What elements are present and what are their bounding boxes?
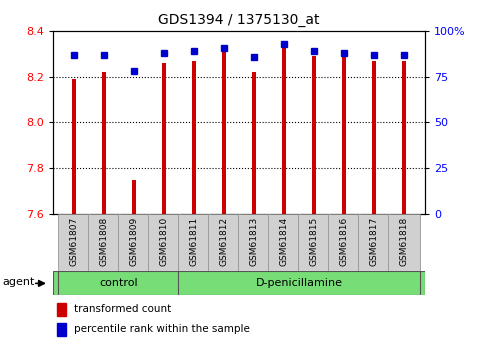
Text: GSM61808: GSM61808 bbox=[99, 217, 109, 266]
Bar bbox=[312, 56, 316, 214]
Title: GDS1394 / 1375130_at: GDS1394 / 1375130_at bbox=[158, 13, 320, 27]
Bar bbox=[72, 79, 76, 214]
Text: percentile rank within the sample: percentile rank within the sample bbox=[73, 324, 249, 334]
FancyBboxPatch shape bbox=[358, 214, 390, 271]
FancyBboxPatch shape bbox=[118, 214, 150, 271]
FancyBboxPatch shape bbox=[298, 214, 330, 271]
FancyBboxPatch shape bbox=[58, 271, 180, 295]
FancyBboxPatch shape bbox=[238, 214, 270, 271]
Bar bbox=[57, 303, 66, 316]
FancyBboxPatch shape bbox=[208, 214, 240, 271]
FancyBboxPatch shape bbox=[53, 271, 425, 295]
FancyBboxPatch shape bbox=[58, 214, 90, 271]
Text: GSM61815: GSM61815 bbox=[310, 217, 319, 266]
Text: GSM61811: GSM61811 bbox=[190, 217, 199, 266]
Bar bbox=[222, 52, 227, 214]
Text: GSM61813: GSM61813 bbox=[250, 217, 258, 266]
FancyBboxPatch shape bbox=[268, 214, 300, 271]
Text: GSM61814: GSM61814 bbox=[280, 217, 288, 266]
Bar bbox=[342, 56, 346, 214]
Bar bbox=[57, 323, 66, 336]
Bar bbox=[132, 180, 136, 214]
Text: GSM61810: GSM61810 bbox=[159, 217, 169, 266]
Text: GSM61818: GSM61818 bbox=[399, 217, 409, 266]
Bar bbox=[282, 47, 286, 214]
Bar bbox=[192, 61, 197, 214]
FancyBboxPatch shape bbox=[88, 214, 120, 271]
FancyBboxPatch shape bbox=[388, 214, 420, 271]
Bar bbox=[402, 61, 406, 214]
FancyBboxPatch shape bbox=[328, 214, 360, 271]
FancyBboxPatch shape bbox=[148, 214, 180, 271]
Text: GSM61809: GSM61809 bbox=[129, 217, 139, 266]
Text: D-penicillamine: D-penicillamine bbox=[256, 278, 342, 288]
FancyBboxPatch shape bbox=[178, 214, 210, 271]
Text: GSM61807: GSM61807 bbox=[70, 217, 79, 266]
Text: GSM61817: GSM61817 bbox=[369, 217, 379, 266]
Text: GSM61812: GSM61812 bbox=[220, 217, 228, 266]
Text: agent: agent bbox=[3, 277, 35, 287]
Text: transformed count: transformed count bbox=[73, 304, 171, 314]
Bar bbox=[372, 61, 376, 214]
Text: GSM61816: GSM61816 bbox=[340, 217, 349, 266]
Bar bbox=[252, 72, 256, 214]
Bar bbox=[102, 72, 106, 214]
Bar bbox=[162, 63, 166, 214]
FancyBboxPatch shape bbox=[178, 271, 420, 295]
Text: control: control bbox=[100, 278, 139, 288]
